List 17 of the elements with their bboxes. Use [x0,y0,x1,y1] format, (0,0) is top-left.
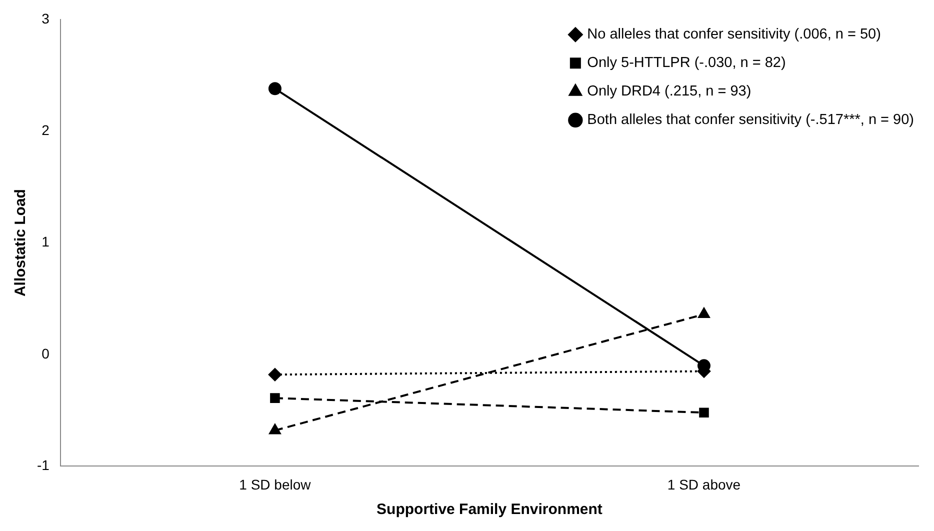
legend-label: Only DRD4 (.215, n = 93) [587,84,752,100]
y-tick-label: -1 [36,457,50,474]
x-axis-title: Supportive Family Environment [376,501,602,518]
point [268,368,282,382]
y-tick-label: 0 [42,345,50,362]
legend-label: No alleles that confer sensitivity (.006, n = 50) [587,26,881,43]
point [699,408,709,418]
y-axis-title: Allostatic Load [12,189,30,297]
x-tick-label: 1 SD above [667,476,741,492]
x-tick-label: 1 SD below [239,476,312,492]
legend-label: Both alleles that confer sensitivity (-.517***, n = 90) [587,112,914,128]
y-tick-label: 3 [42,10,50,26]
y-tick-label: 2 [42,122,50,138]
point [268,82,282,96]
point [270,393,280,403]
legend-label: Only 5-HTTLPR (-.030, n = 82) [587,55,786,72]
y-tick-label: 1 [42,234,50,250]
